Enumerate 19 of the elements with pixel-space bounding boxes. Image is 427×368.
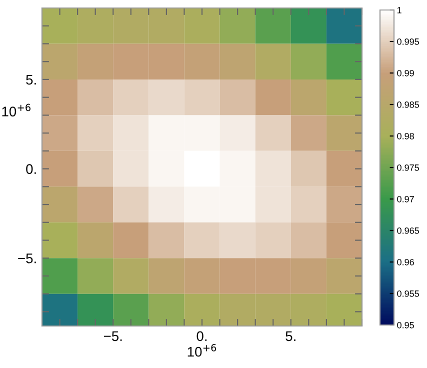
- color-bar-label: 0.965: [397, 227, 419, 234]
- x-tick-label: −5.: [104, 331, 122, 342]
- color-bar-label: 0.96: [397, 258, 414, 266]
- color-bar-label: 0.995: [397, 38, 419, 45]
- color-bar-label: 0.97: [397, 196, 414, 202]
- x-tick-label: 0.: [196, 331, 207, 342]
- color-bar-label: 0.95: [397, 322, 414, 328]
- color-bar-label: 0.99: [397, 70, 414, 76]
- x-tick-label: 5.: [286, 331, 296, 342]
- y-axis-title: 10$^{+6}$: [2, 104, 30, 116]
- x-axis-title: 10$^{+6}$: [188, 344, 216, 357]
- y-tick-label: 5.: [26, 74, 36, 85]
- y-tick-label: −5.: [18, 254, 36, 264]
- color-bar-label: 1: [397, 7, 402, 14]
- color-bar-label: 0.955: [397, 290, 419, 297]
- y-tick-label: 0.: [26, 164, 36, 174]
- color-bar-label: 0.985: [397, 101, 419, 108]
- color-bar-label: 0.98: [397, 132, 414, 140]
- color-bar-label: 0.975: [397, 164, 419, 171]
